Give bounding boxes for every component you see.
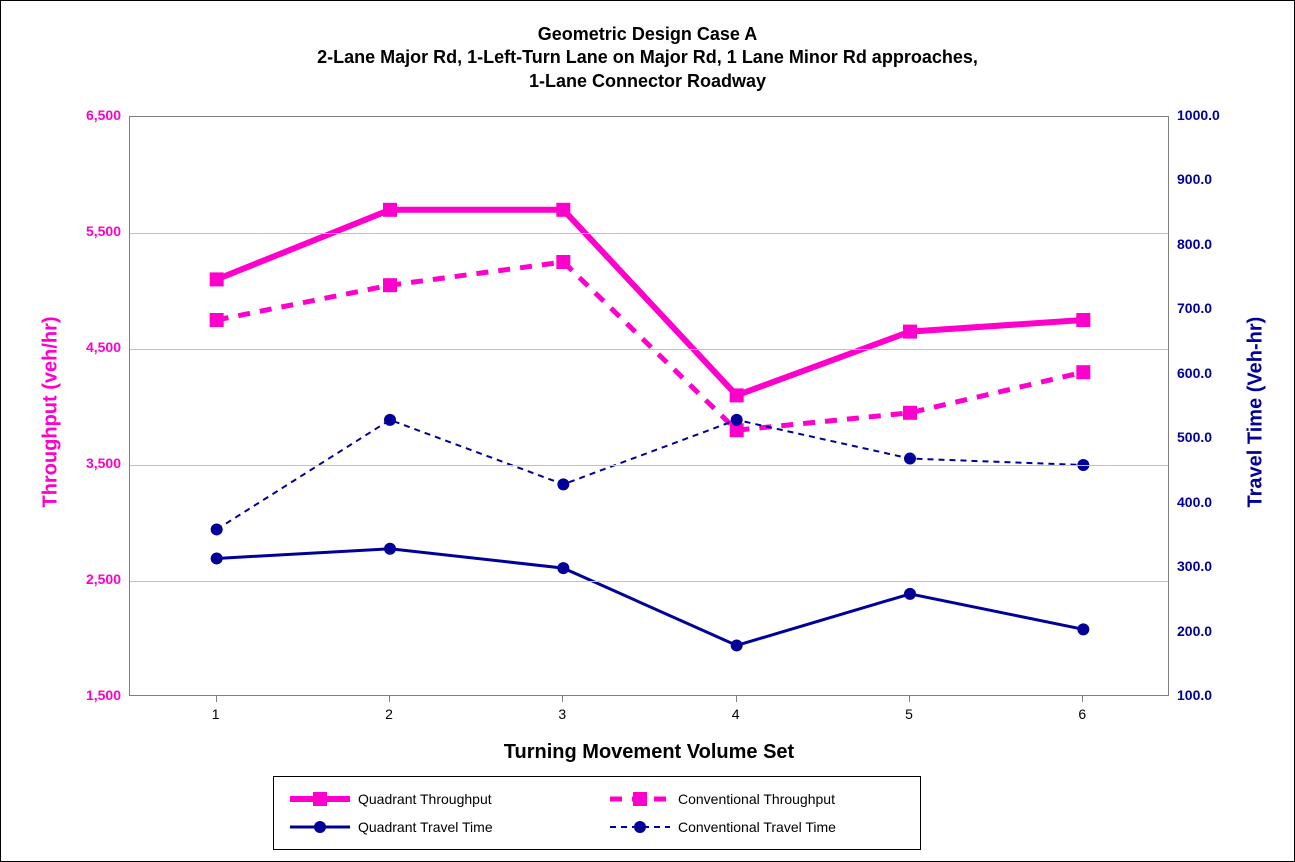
y-right-tick-label: 700.0 (1177, 300, 1237, 316)
title-line-1: Geometric Design Case A (1, 23, 1294, 46)
x-tick-label: 5 (894, 706, 924, 722)
y-right-tick-label: 800.0 (1177, 236, 1237, 252)
x-tick (389, 696, 390, 702)
series-line (217, 549, 1084, 646)
y-right-tick-label: 600.0 (1177, 365, 1237, 381)
series-marker (903, 325, 917, 339)
legend-row-2: Quadrant Travel Time Conventional Travel… (290, 813, 904, 841)
y-right-tick-label: 900.0 (1177, 171, 1237, 187)
legend-item-quadrant-travel-time: Quadrant Travel Time (290, 819, 530, 835)
series-marker (1076, 365, 1090, 379)
y-left-tick-label: 3,500 (71, 455, 121, 471)
y-left-tick-label: 2,500 (71, 571, 121, 587)
title-line-2: 2-Lane Major Rd, 1-Left-Turn Lane on Maj… (1, 46, 1294, 69)
series-marker (903, 406, 917, 420)
series-marker (383, 278, 397, 292)
title-line-3: 1-Lane Connector Roadway (1, 70, 1294, 93)
series-marker (210, 313, 224, 327)
legend-label: Quadrant Travel Time (358, 819, 493, 835)
y-right-tick-label: 200.0 (1177, 623, 1237, 639)
x-tick (562, 696, 563, 702)
x-tick-label: 3 (547, 706, 577, 722)
chart-title: Geometric Design Case A 2-Lane Major Rd,… (1, 1, 1294, 93)
series-marker (383, 203, 397, 217)
x-tick (216, 696, 217, 702)
legend-swatch-icon (290, 792, 350, 806)
series-marker (384, 414, 396, 426)
series-marker (384, 543, 396, 555)
y-right-tick-label: 100.0 (1177, 687, 1237, 703)
y-left-tick-label: 1,500 (71, 687, 121, 703)
chart-svg (130, 117, 1168, 695)
chart-container: Geometric Design Case A 2-Lane Major Rd,… (0, 0, 1295, 862)
y-right-tick-label: 500.0 (1177, 429, 1237, 445)
series-marker (211, 523, 223, 535)
legend-row-1: Quadrant Throughput Conventional Through… (290, 785, 904, 813)
series-marker (556, 203, 570, 217)
x-tick-label: 4 (721, 706, 751, 722)
series-marker (731, 639, 743, 651)
y-right-tick-label: 400.0 (1177, 494, 1237, 510)
series-marker (557, 478, 569, 490)
series-line (217, 262, 1084, 430)
series-marker (904, 588, 916, 600)
legend: Quadrant Throughput Conventional Through… (273, 776, 921, 850)
x-tick-label: 1 (201, 706, 231, 722)
series-marker (730, 388, 744, 402)
x-tick (909, 696, 910, 702)
series-marker (731, 414, 743, 426)
series-line (217, 420, 1084, 530)
x-tick-label: 2 (374, 706, 404, 722)
legend-label: Conventional Travel Time (678, 819, 836, 835)
legend-label: Quadrant Throughput (358, 791, 492, 807)
gridline (130, 581, 1168, 582)
legend-item-conventional-travel-time: Conventional Travel Time (610, 819, 850, 835)
series-marker (211, 552, 223, 564)
series-marker (210, 272, 224, 286)
gridline (130, 233, 1168, 234)
legend-swatch-icon (610, 820, 670, 834)
gridline (130, 465, 1168, 466)
gridline (130, 349, 1168, 350)
x-tick (736, 696, 737, 702)
y-left-tick-label: 5,500 (71, 223, 121, 239)
series-line (217, 210, 1084, 396)
legend-item-conventional-throughput: Conventional Throughput (610, 791, 850, 807)
y-left-axis-title: Throughput (veh/hr) (40, 308, 63, 508)
series-marker (1077, 623, 1089, 635)
series-marker (904, 453, 916, 465)
plot-area (129, 116, 1169, 696)
y-left-tick-label: 4,500 (71, 339, 121, 355)
y-right-tick-label: 1000.0 (1177, 107, 1237, 123)
x-axis-title: Turning Movement Volume Set (129, 741, 1169, 764)
series-marker (557, 562, 569, 574)
x-tick-label: 6 (1067, 706, 1097, 722)
series-marker (1076, 313, 1090, 327)
legend-item-quadrant-throughput: Quadrant Throughput (290, 791, 530, 807)
legend-label: Conventional Throughput (678, 791, 835, 807)
series-marker (556, 255, 570, 269)
y-right-tick-label: 300.0 (1177, 558, 1237, 574)
y-right-axis-title: Travel Time (Veh-hr) (1245, 308, 1268, 508)
y-left-tick-label: 6,500 (71, 107, 121, 123)
legend-swatch-icon (610, 792, 670, 806)
legend-swatch-icon (290, 820, 350, 834)
x-tick (1082, 696, 1083, 702)
